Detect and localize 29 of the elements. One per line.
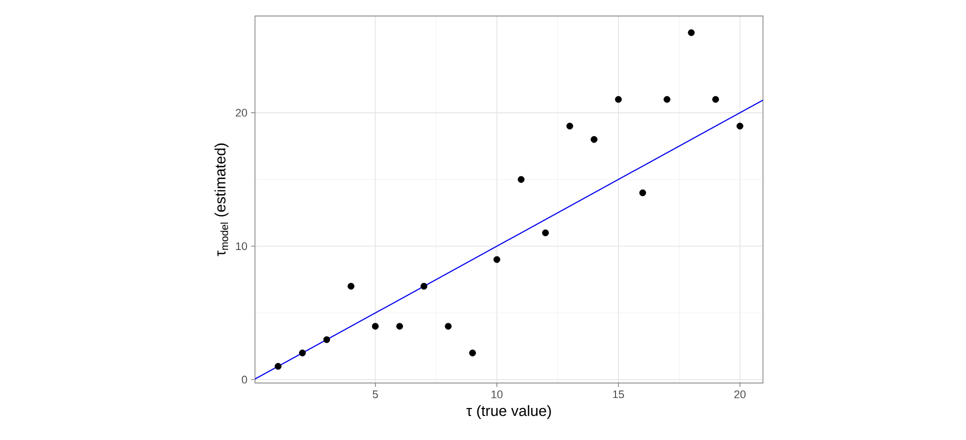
point: [299, 350, 306, 356]
point: [420, 282, 428, 290]
point: [396, 322, 404, 330]
x-tick-label: 10: [492, 390, 503, 398]
point: [372, 322, 379, 330]
point: [444, 322, 452, 330]
point: [518, 176, 525, 183]
y-tick-label: 10: [236, 242, 248, 250]
x-tick-label: 15: [613, 390, 624, 398]
x-axis-title: τ (true value): [466, 405, 551, 420]
point: [323, 336, 330, 344]
point: [469, 350, 476, 356]
point: [590, 136, 598, 143]
y-tick-label: 20: [236, 108, 248, 117]
point: [688, 29, 695, 36]
point: [542, 229, 549, 236]
point: [614, 96, 622, 103]
y-axis-title: τ$_{model}$ (estimated): [214, 144, 228, 256]
point: [712, 96, 719, 103]
point: [274, 362, 282, 370]
point: [566, 122, 574, 130]
x-tick-label: 5: [372, 390, 378, 398]
point: [664, 96, 670, 103]
x-tick-label: 20: [734, 390, 746, 398]
point: [348, 282, 354, 290]
y-tick-label: 0: [242, 376, 248, 384]
point: [493, 256, 500, 263]
point: [736, 122, 744, 130]
point: [639, 189, 646, 196]
